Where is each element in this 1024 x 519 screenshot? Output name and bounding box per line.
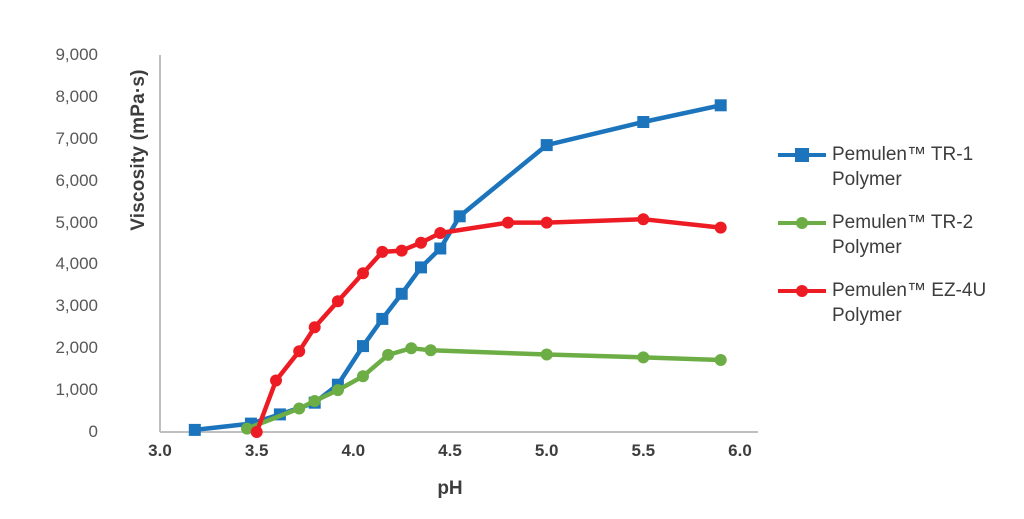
data-point-square: [434, 242, 447, 255]
data-point-circle: [293, 402, 306, 415]
y-axis-tick-label: 4,000: [55, 254, 98, 274]
data-point-square: [637, 116, 650, 128]
chart-legend: Pemulen™ TR-1 Polymer Pemulen™ TR-2 Polym…: [778, 142, 1018, 346]
y-axis-tick-label: 9,000: [55, 45, 98, 64]
data-point-circle: [382, 348, 395, 361]
data-point-circle: [241, 422, 253, 435]
y-axis-tick-label: 6,000: [55, 170, 98, 190]
data-point-circle: [308, 395, 321, 407]
series-layer: [188, 99, 727, 438]
x-axis-tick-label: 6.0: [728, 441, 752, 460]
legend-entry[interactable]: Pemulen™ EZ-4U Polymer: [778, 278, 1018, 328]
data-point-square: [415, 261, 427, 274]
legend-marker-square: [795, 148, 809, 162]
y-axis-tick-label: 3,000: [55, 296, 98, 316]
data-series: [250, 213, 727, 438]
data-series: [188, 99, 727, 436]
data-point-circle: [540, 348, 553, 361]
legend-label: Pemulen™ TR-2 Polymer: [832, 212, 974, 259]
data-point-circle: [714, 354, 727, 366]
legend-label: Pemulen™ TR-1 Polymer: [832, 144, 974, 191]
y-axis-tick-label: 8,000: [55, 86, 98, 106]
data-point-square: [453, 210, 466, 223]
legend-marker-circle: [796, 285, 808, 298]
data-point-circle: [415, 236, 427, 249]
data-point-circle: [424, 344, 437, 357]
data-point-circle: [405, 342, 418, 355]
y-axis-tick-label: 5,000: [55, 212, 98, 232]
legend-swatch: [778, 212, 826, 234]
data-series: [241, 342, 727, 435]
axis-lines: [159, 55, 758, 433]
data-point-square: [395, 287, 408, 300]
x-axis-tick-label: 4.0: [341, 441, 366, 460]
legend-label: Pemulen™ EZ-4U Polymer: [832, 280, 987, 327]
data-point-square: [376, 312, 389, 325]
y-axis-tick-label: 7,000: [55, 128, 98, 148]
x-axis-tick-label: 3.5: [244, 441, 269, 460]
data-point-circle: [293, 345, 306, 358]
data-point-circle: [270, 374, 282, 387]
data-point-circle: [357, 267, 369, 280]
data-point-square: [714, 99, 727, 112]
legend-entry[interactable]: Pemulen™ TR-1 Polymer: [778, 142, 1018, 192]
legend-marker-circle: [796, 217, 808, 230]
data-point-circle: [331, 384, 344, 397]
legend-swatch: [778, 280, 826, 302]
x-axis-tick-label: 4.5: [438, 441, 462, 460]
data-point-circle: [434, 227, 447, 239]
data-point-square: [540, 139, 553, 152]
x-axis-tick-label: 5.5: [631, 441, 656, 460]
data-point-square: [188, 423, 201, 436]
y-axis-tick-label: 0: [88, 422, 98, 441]
data-point-circle: [308, 321, 321, 334]
data-point-square: [357, 340, 369, 353]
x-axis-tick-label: 3.0: [148, 441, 172, 460]
legend-entry[interactable]: Pemulen™ TR-2 Polymer: [778, 210, 1018, 260]
y-axis-tick-labels: 0 1,000 2,000 3,000 4,000 5,000 6,000 7,000 8,00…: [20, 0, 98, 519]
legend-swatch: [778, 144, 826, 166]
y-axis-tick-label: 2,000: [55, 338, 98, 358]
data-point-circle: [714, 221, 727, 234]
data-point-circle: [502, 216, 514, 229]
data-point-circle: [540, 216, 553, 229]
data-point-circle: [331, 295, 344, 308]
data-point-circle: [250, 426, 263, 438]
data-point-circle: [637, 351, 650, 364]
data-point-circle: [376, 245, 389, 258]
series-line: [254, 216, 723, 435]
y-axis-tick-label: 1,000: [55, 380, 98, 400]
data-point-circle: [395, 244, 408, 257]
x-axis-tick-label: 5.0: [534, 441, 559, 460]
x-axis-title: pH: [437, 478, 463, 499]
data-point-circle: [637, 213, 650, 226]
data-point-circle: [357, 370, 369, 383]
series-line: [244, 345, 723, 431]
